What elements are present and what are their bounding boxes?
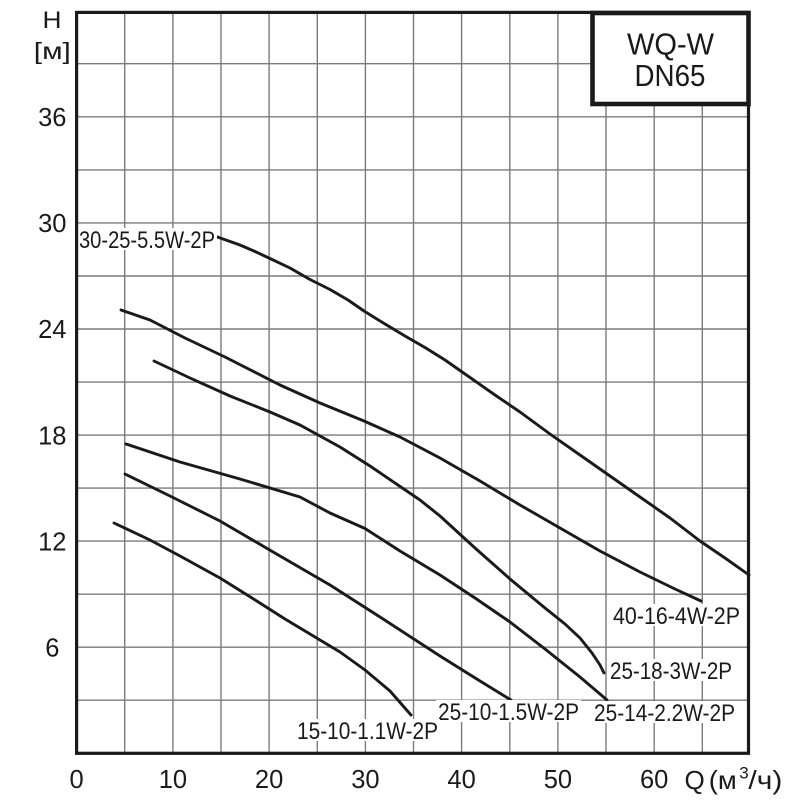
- svg-text:15-10-1.1W-2P: 15-10-1.1W-2P: [297, 718, 438, 745]
- svg-text:10: 10: [159, 766, 187, 794]
- svg-text:40: 40: [447, 766, 475, 794]
- svg-text:25-14-2.2W-2P: 25-14-2.2W-2P: [594, 700, 735, 727]
- svg-text:Q: Q: [685, 765, 705, 795]
- svg-text:12: 12: [38, 528, 66, 556]
- svg-text:DN65: DN65: [635, 58, 706, 93]
- svg-text:40-16-4W-2P: 40-16-4W-2P: [613, 603, 740, 630]
- svg-text:H: H: [43, 7, 62, 34]
- svg-text:60: 60: [640, 766, 668, 794]
- svg-text:(м: (м: [709, 765, 737, 795]
- svg-text:30: 30: [38, 210, 66, 238]
- svg-text:[м]: [м]: [34, 38, 71, 64]
- svg-text:30: 30: [351, 766, 379, 794]
- svg-text:18: 18: [38, 422, 66, 450]
- svg-text:30-25-5.5W-2P: 30-25-5.5W-2P: [79, 227, 215, 254]
- svg-text:/ч): /ч): [748, 765, 782, 795]
- svg-text:WQ-W: WQ-W: [627, 27, 715, 62]
- svg-text:25-10-1.5W-2P: 25-10-1.5W-2P: [438, 699, 579, 726]
- svg-text:6: 6: [45, 634, 59, 662]
- svg-text:36: 36: [38, 104, 66, 132]
- svg-text:3: 3: [739, 764, 748, 783]
- svg-text:20: 20: [255, 766, 283, 794]
- svg-text:0: 0: [70, 766, 84, 794]
- svg-text:25-18-3W-2P: 25-18-3W-2P: [610, 658, 732, 685]
- svg-text:50: 50: [544, 766, 572, 794]
- svg-text:24: 24: [38, 316, 66, 344]
